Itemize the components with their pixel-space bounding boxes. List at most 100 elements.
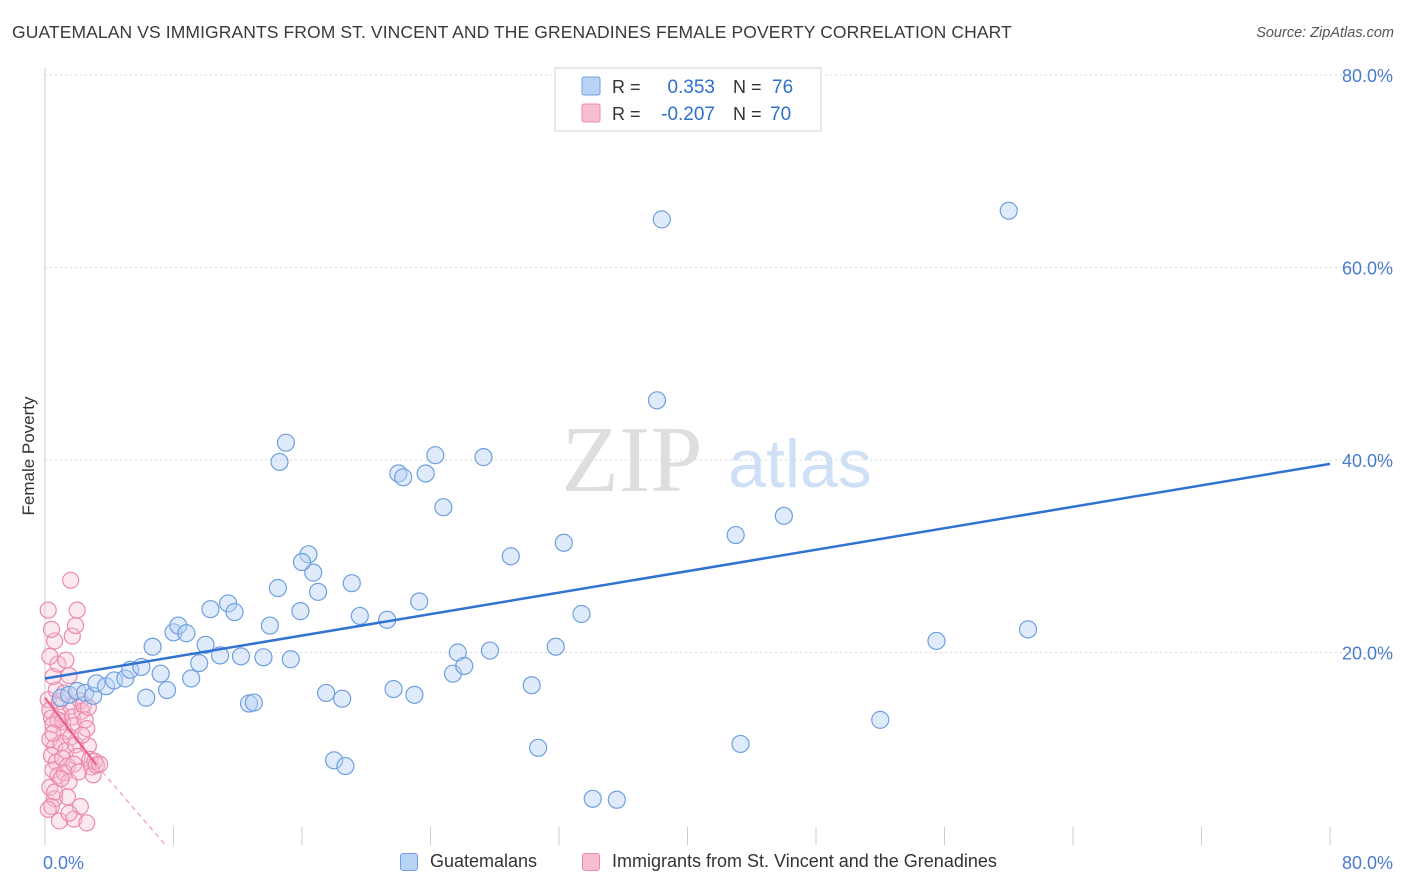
point-guatemalans-70: [774, 506, 793, 525]
legend-n-label-blue: N =: [733, 77, 762, 97]
point-guatemalans-68: [726, 525, 745, 545]
point-guatemalans-69: [731, 734, 750, 754]
point-guatemalans-29: [254, 648, 273, 667]
trend-line-immigrants: [44, 697, 98, 766]
y-tick-label-1: 20.0%: [1342, 644, 1393, 664]
point-guatemalans-49: [410, 592, 429, 611]
point-guatemalans-57: [480, 641, 500, 660]
point-immigrants-66: [73, 726, 91, 744]
point-guatemalans-26: [231, 647, 251, 666]
point-guatemalans-72: [927, 631, 946, 651]
point-immigrants-69: [52, 769, 70, 788]
point-immigrants-65: [44, 724, 62, 742]
point-guatemalans-67: [652, 210, 671, 229]
legend-label-guatemalans: Guatemalans: [430, 851, 538, 871]
legend-r-label-blue: R =: [612, 77, 641, 97]
point-immigrants-48: [84, 766, 102, 784]
point-guatemalans-62: [554, 533, 573, 552]
point-guatemalans-47: [394, 468, 413, 487]
point-guatemalans-20: [190, 653, 209, 673]
legend-swatch-pink: [581, 103, 601, 123]
point-guatemalans-48: [405, 685, 424, 704]
point-guatemalans-31: [270, 452, 289, 472]
legend-swatch-immigrants: [582, 852, 600, 871]
legend-label-immigrants: Immigrants from St. Vincent and the Gren…: [612, 851, 997, 871]
point-guatemalans-22: [201, 600, 220, 619]
y-tick-label-4: 80.0%: [1342, 66, 1393, 86]
point-immigrants-67: [79, 698, 97, 716]
point-immigrants-33: [63, 708, 81, 726]
series-blue-points: [51, 201, 1038, 809]
point-guatemalans-32: [276, 433, 296, 452]
legend-item-immigrants: Immigrants from St. Vincent and the Gren…: [582, 851, 997, 872]
point-guatemalans-58: [501, 547, 520, 566]
point-immigrants-30: [42, 620, 61, 639]
point-guatemalans-66: [647, 391, 667, 410]
y-tick-label-2: 40.0%: [1342, 451, 1393, 471]
point-immigrants-13: [42, 797, 61, 816]
point-immigrants-56: [62, 571, 80, 589]
point-guatemalans-59: [522, 676, 541, 695]
point-guatemalans-18: [177, 624, 196, 643]
series-pink-points: [39, 571, 109, 832]
point-guatemalans-25: [225, 602, 244, 622]
trend-line-immigrants-extension: [95, 764, 166, 846]
watermark-zip: ZIP: [562, 408, 703, 512]
point-guatemalans-28: [244, 693, 263, 712]
point-guatemalans-51: [426, 446, 445, 465]
point-guatemalans-52: [434, 498, 453, 517]
point-guatemalans-76: [268, 578, 288, 598]
legend-r-label-pink: R =: [612, 104, 641, 124]
legend-n-value-pink: 70: [770, 104, 791, 125]
point-immigrants-61: [78, 814, 96, 832]
point-immigrants-70: [60, 804, 78, 822]
point-guatemalans-39: [325, 751, 344, 770]
tick-labels: 20.0% 40.0% 60.0% 80.0% 0.0% 80.0%: [43, 66, 1393, 873]
point-immigrants-54: [66, 616, 85, 635]
legend-swatch-blue: [581, 76, 601, 96]
point-guatemalans-12: [137, 688, 156, 707]
stats-legend: R = 0.353 N = 76 R = -0.207 N = 70: [554, 67, 822, 132]
point-guatemalans-42: [342, 574, 361, 593]
point-guatemalans-9: [116, 669, 135, 688]
point-immigrants-52: [57, 651, 75, 669]
point-immigrants-39: [70, 763, 88, 781]
point-guatemalans-37: [308, 582, 328, 601]
legend-swatch-guatemalans: [400, 852, 418, 871]
point-guatemalans-30: [260, 616, 279, 635]
point-immigrants-28: [41, 647, 59, 665]
point-guatemalans-74: [1018, 620, 1038, 639]
point-immigrants-53: [63, 627, 81, 645]
legend-r-value-blue: 0.353: [667, 77, 715, 98]
legend-item-guatemalans: Guatemalans: [400, 851, 537, 872]
point-guatemalans-55: [455, 656, 474, 676]
series-legend: Guatemalans Immigrants from St. Vincent …: [0, 851, 1406, 877]
point-guatemalans-50: [416, 464, 435, 483]
point-guatemalans-34: [291, 602, 310, 621]
point-guatemalans-43: [350, 606, 369, 626]
source-label: Source: ZipAtlas.com: [1256, 25, 1394, 41]
watermark: ZIP atlas: [562, 408, 872, 512]
point-guatemalans-64: [583, 789, 602, 808]
point-immigrants-31: [39, 601, 57, 619]
point-guatemalans-33: [281, 650, 300, 669]
point-immigrants-55: [68, 601, 86, 619]
legend-n-value-blue: 76: [772, 77, 793, 98]
point-guatemalans-71: [871, 710, 890, 729]
point-guatemalans-56: [474, 448, 493, 467]
legend-r-value-pink: -0.207: [661, 104, 715, 125]
point-guatemalans-75: [292, 552, 312, 572]
point-immigrants-62: [91, 755, 109, 773]
point-guatemalans-63: [572, 604, 591, 624]
y-axis-label: Female Poverty: [19, 396, 38, 516]
y-tick-label-3: 60.0%: [1342, 259, 1393, 279]
x-tick-label-max: 80.0%: [1342, 853, 1393, 873]
point-guatemalans-21: [196, 635, 215, 654]
point-guatemalans-8: [104, 671, 124, 690]
point-guatemalans-73: [999, 201, 1018, 220]
point-guatemalans-19: [182, 669, 201, 688]
legend-n-label-pink: N =: [733, 104, 762, 124]
point-guatemalans-13: [143, 637, 162, 656]
point-guatemalans-61: [546, 637, 565, 656]
point-guatemalans-65: [607, 790, 626, 809]
